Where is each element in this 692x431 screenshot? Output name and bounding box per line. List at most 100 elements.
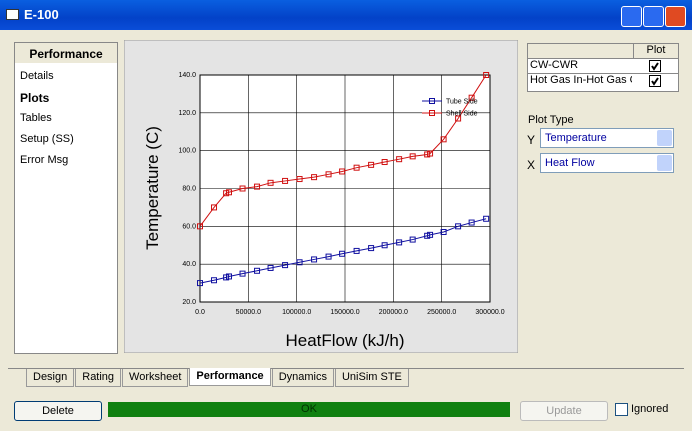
data-point (254, 267, 261, 274)
x-label: X (527, 158, 536, 172)
y-tick-label: 40.0 (182, 261, 196, 268)
row-divider (528, 73, 678, 74)
data-point (239, 185, 246, 192)
plot-type-label: Plot Type (528, 114, 574, 126)
data-point (440, 229, 447, 236)
update-button: Update (520, 401, 608, 421)
delete-button[interactable]: Delete (14, 401, 102, 421)
data-point (339, 168, 346, 175)
data-point (254, 183, 261, 190)
maximize-button[interactable] (643, 6, 664, 27)
dropdown-arrow (657, 155, 672, 171)
row-divider (528, 58, 678, 59)
close-button[interactable] (665, 6, 686, 27)
sidebar-item[interactable]: Error Msg (20, 154, 69, 166)
data-point (468, 219, 475, 226)
data-point (211, 277, 218, 284)
tab[interactable]: Performance (189, 368, 271, 386)
sidebar-item[interactable]: Setup (SS) (20, 133, 74, 145)
data-point (455, 115, 462, 122)
data-point (325, 253, 332, 260)
sidebar-item[interactable]: Details (20, 70, 54, 82)
tab[interactable]: Worksheet (122, 369, 189, 387)
data-point (353, 247, 360, 254)
ignored-checkbox[interactable] (615, 403, 628, 416)
data-point (381, 159, 388, 166)
y-tick-label: 60.0 (182, 223, 196, 230)
data-point (468, 94, 475, 101)
data-point (427, 150, 434, 157)
tab-line (8, 368, 684, 369)
data-point (455, 223, 462, 230)
window-icon (6, 9, 19, 20)
y-tick-label: 100.0 (178, 148, 196, 155)
ignored-label: Ignored (631, 403, 669, 415)
series-line (199, 74, 487, 227)
data-point (427, 231, 434, 238)
data-point (353, 164, 360, 171)
tab[interactable]: UniSim STE (334, 369, 409, 387)
data-point (226, 189, 232, 196)
row-name: CW-CWR (530, 59, 579, 71)
data-point (325, 171, 332, 178)
data-point (396, 156, 403, 163)
sidebar: Performance Details Plots Tables Setup (SS)… (14, 42, 118, 354)
data-point (396, 239, 403, 246)
legend-label: Tube Side (446, 99, 478, 106)
plot-table: Plot CW-CWR Hot Gas In-Hot Gas O (527, 43, 679, 92)
table-corner (528, 44, 634, 58)
tab[interactable]: Design (26, 369, 75, 387)
data-point (483, 72, 490, 78)
data-point (311, 174, 318, 181)
window-title: E-100 (24, 7, 59, 22)
data-point (267, 179, 274, 186)
data-point (311, 256, 318, 263)
data-point (368, 161, 375, 168)
tab[interactable]: Rating (75, 369, 122, 387)
data-point (368, 245, 375, 252)
plot-checkbox[interactable] (649, 75, 661, 87)
data-point (296, 176, 303, 183)
dropdown-arrow (657, 130, 672, 146)
data-point (211, 204, 218, 211)
legend-marker (429, 98, 435, 104)
x-value: Heat Flow (545, 157, 595, 169)
table-header: Plot (634, 44, 678, 58)
y-dropdown[interactable]: Temperature (540, 128, 674, 148)
minimize-button[interactable] (621, 6, 642, 27)
data-point (282, 262, 289, 269)
sidebar-header: Performance (15, 43, 117, 63)
chart-panel: Temperature (C) HeatFlow (kJ/h) 20.0 40.0… (124, 40, 518, 353)
y-label: Y (527, 133, 536, 147)
x-tick-label: 300000.0 (475, 309, 504, 316)
plot-checkbox[interactable] (649, 60, 661, 72)
x-tick-label: 200000.0 (379, 309, 408, 316)
data-point (267, 264, 274, 271)
status-bar: OK (108, 402, 510, 417)
x-tick-label: 150000.0 (330, 309, 359, 316)
data-point (282, 177, 289, 184)
data-point (197, 280, 203, 287)
legend-marker (429, 110, 435, 116)
data-point (409, 236, 416, 243)
check-mark (651, 62, 659, 71)
x-dropdown[interactable]: Heat Flow (540, 153, 674, 173)
y-value: Temperature (545, 132, 607, 144)
legend-label: Shell Side (446, 111, 478, 118)
data-point (409, 153, 416, 160)
data-point (440, 136, 447, 143)
x-tick-label: 250000.0 (427, 309, 456, 316)
sidebar-item[interactable]: Tables (20, 112, 52, 124)
x-tick-label: 100000.0 (282, 309, 311, 316)
tab[interactable]: Dynamics (271, 369, 334, 387)
data-point (226, 273, 232, 280)
y-axis-label: Temperature (C) (143, 126, 162, 250)
y-tick-label: 120.0 (178, 110, 196, 117)
check-mark (651, 77, 659, 86)
data-point (296, 259, 303, 266)
x-axis-label: HeatFlow (kJ/h) (285, 331, 404, 350)
y-tick-label: 140.0 (178, 72, 196, 79)
data-point (483, 215, 490, 222)
sidebar-item[interactable]: Plots (20, 91, 50, 105)
data-point (239, 270, 246, 277)
